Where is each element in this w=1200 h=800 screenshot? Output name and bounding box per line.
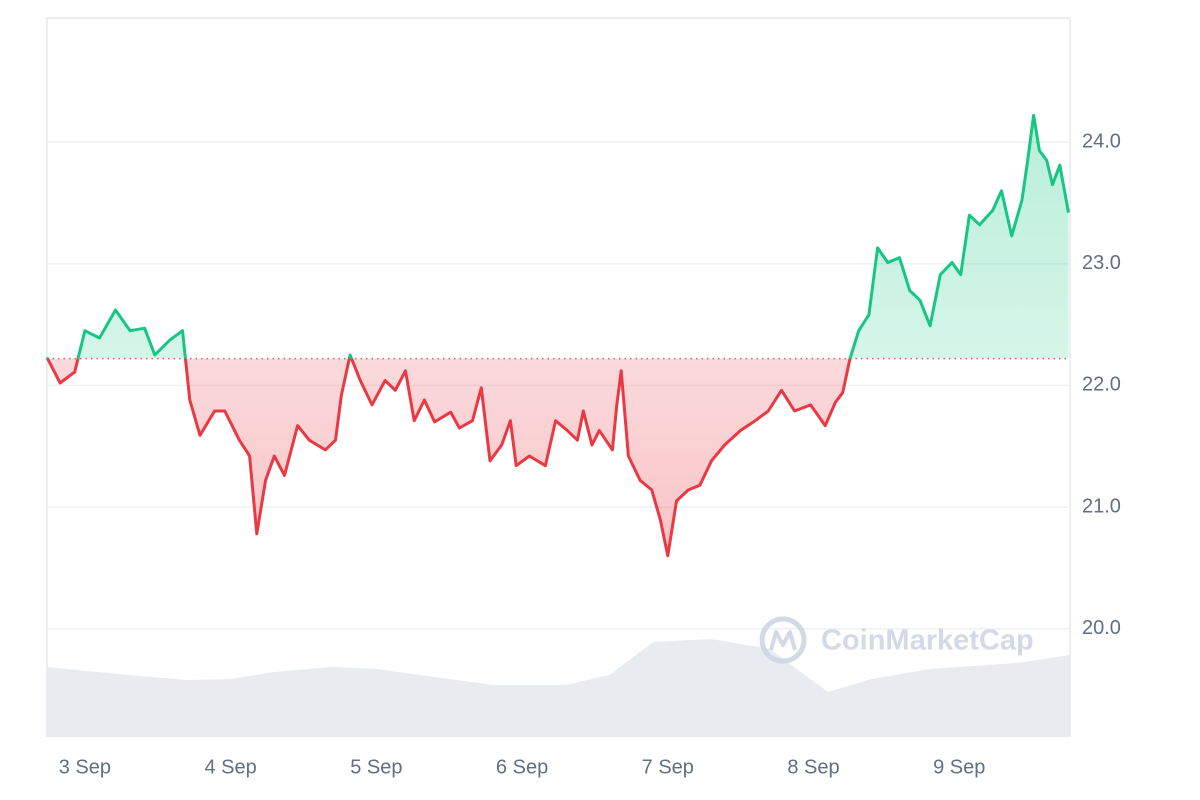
- x-tick-label: 9 Sep: [933, 756, 985, 778]
- y-tick-label: 20.0: [1082, 617, 1121, 639]
- y-tick-label: 22.0: [1082, 374, 1121, 396]
- plot-frame: [46, 17, 1071, 737]
- x-tick-label: 3 Sep: [59, 756, 111, 778]
- x-tick-label: 4 Sep: [204, 756, 256, 778]
- price-layer: [45, 113, 1070, 558]
- y-tick-label: 24.0: [1082, 130, 1121, 152]
- volume-area: [47, 639, 1070, 737]
- y-tick-label: 21.0: [1082, 495, 1121, 517]
- x-tick-label: 8 Sep: [787, 756, 839, 778]
- x-tick-label: 6 Sep: [496, 756, 548, 778]
- x-tick-label: 5 Sep: [350, 756, 402, 778]
- watermark-logo-mark: [769, 630, 797, 651]
- y-tick-label: 23.0: [1082, 252, 1121, 274]
- axis-layer: 20.0 21.0 22.0 23.0 24.0 3 Sep 4 Sep 5 Sep 6 Sep…: [59, 130, 1121, 778]
- watermark-logo: [759, 616, 807, 664]
- volume-layer: [47, 639, 1070, 737]
- watermark: CoinMarketCap: [759, 616, 1034, 664]
- watermark-text: CoinMarketCap: [821, 625, 1034, 657]
- price-line-down: [45, 358, 852, 558]
- x-tick-label: 7 Sep: [642, 756, 694, 778]
- price-line-up: [45, 113, 1070, 359]
- area-above-baseline: [47, 115, 1069, 359]
